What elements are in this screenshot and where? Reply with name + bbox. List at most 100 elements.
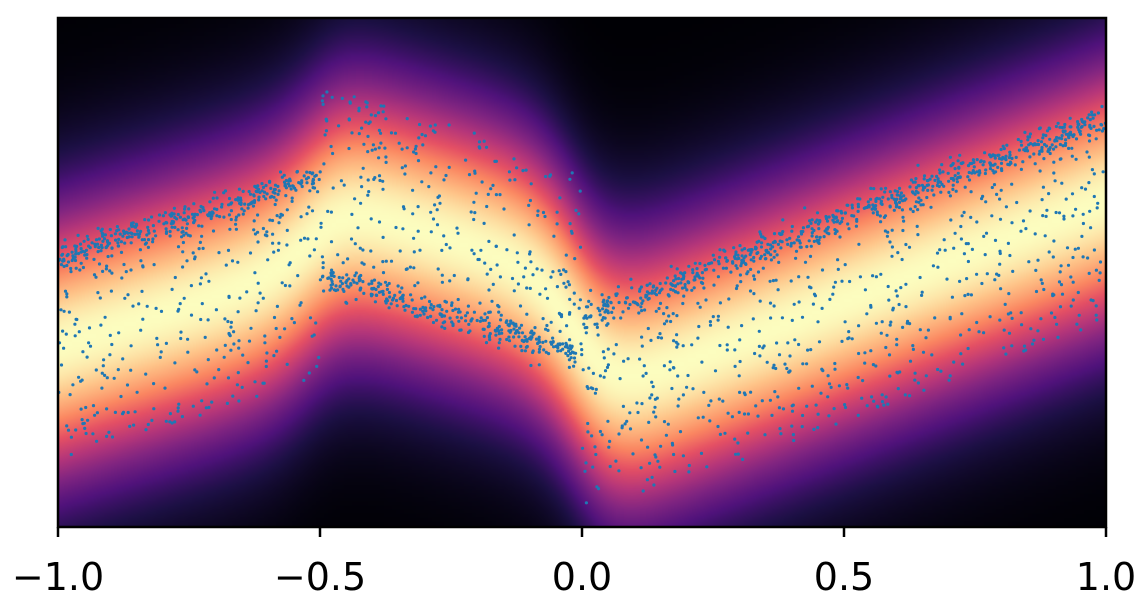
scatter-point [536, 341, 540, 346]
scatter-point [778, 239, 782, 243]
scatter-point [145, 233, 149, 237]
scatter-point [307, 205, 311, 209]
scatter-point [826, 225, 830, 229]
scatter-point [440, 280, 444, 284]
scatter-point [606, 419, 610, 423]
scatter-point [113, 410, 117, 414]
scatter-point [1064, 197, 1068, 201]
scatter-point [991, 169, 995, 173]
scatter-point [358, 287, 362, 291]
scatter-point [381, 179, 385, 183]
scatter-point [676, 291, 680, 295]
scatter-point [557, 269, 561, 273]
scatter-point [897, 302, 901, 307]
scatter-point [998, 262, 1002, 266]
scatter-point [984, 168, 988, 172]
scatter-point [809, 348, 813, 352]
scatter-point [311, 177, 315, 181]
scatter-point [170, 219, 174, 223]
scatter-point [451, 322, 455, 326]
scatter-point [177, 402, 181, 406]
scatter-point [879, 199, 884, 203]
scatter-point [898, 194, 902, 198]
scatter-point [535, 267, 539, 271]
scatter-point [361, 280, 365, 284]
scatter-point [1053, 315, 1057, 320]
scatter-point [1032, 152, 1036, 156]
scatter-point [601, 350, 606, 354]
scatter-point [374, 293, 378, 297]
scatter-point [154, 234, 158, 238]
scatter-point [1076, 120, 1080, 124]
scatter-point [185, 226, 189, 230]
scatter-point [1033, 232, 1037, 236]
scatter-point [409, 293, 413, 297]
scatter-point [837, 384, 842, 388]
scatter-point [340, 282, 344, 286]
scatter-point [331, 271, 335, 275]
scatter-point [952, 246, 956, 250]
scatter-point [1002, 346, 1006, 350]
scatter-point [823, 229, 827, 233]
scatter-point [596, 333, 600, 337]
scatter-point [687, 280, 691, 284]
scatter-point [261, 296, 265, 300]
scatter-point [966, 346, 970, 351]
scatter-point [232, 330, 236, 334]
scatter-point [1096, 201, 1100, 205]
scatter-point [622, 359, 626, 363]
scatter-point [210, 400, 214, 404]
scatter-point [797, 386, 801, 390]
scatter-point [1050, 143, 1054, 147]
scatter-point [690, 288, 694, 292]
scatter-point [288, 261, 292, 265]
scatter-point [880, 320, 884, 324]
scatter-point [573, 360, 577, 364]
scatter-point [564, 351, 568, 355]
scatter-point [740, 254, 744, 258]
scatter-point [450, 301, 454, 305]
scatter-point [466, 304, 470, 308]
scatter-point [807, 239, 811, 243]
scatter-point [826, 395, 830, 399]
scatter-point [484, 341, 489, 345]
scatter-point [1083, 123, 1087, 127]
scatter-point [865, 404, 869, 408]
scatter-point [186, 337, 190, 341]
scatter-point [908, 185, 912, 189]
scatter-point [464, 314, 468, 318]
scatter-point [359, 175, 363, 179]
scatter-point [638, 289, 642, 293]
scatter-point [1052, 239, 1056, 243]
scatter-point [1033, 162, 1037, 166]
scatter-point [99, 243, 103, 247]
scatter-point [370, 281, 374, 285]
scatter-point [271, 190, 275, 194]
scatter-point [518, 304, 523, 308]
scatter-point [164, 230, 169, 234]
scatter-point [246, 203, 251, 207]
scatter-point [889, 320, 893, 324]
scatter-point [959, 237, 964, 241]
scatter-point [381, 110, 385, 114]
scatter-point [676, 282, 680, 286]
scatter-point [796, 235, 801, 239]
scatter-point [440, 248, 444, 252]
scatter-point [385, 287, 389, 291]
scatter-point [966, 292, 970, 296]
scatter-point [1030, 342, 1035, 346]
scatter-point [975, 272, 979, 276]
scatter-point [197, 247, 201, 251]
scatter-point [675, 267, 679, 271]
scatter-point [752, 259, 756, 263]
scatter-point [916, 191, 920, 195]
scatter-point [528, 286, 532, 290]
scatter-point [1054, 145, 1058, 149]
scatter-point [347, 117, 351, 121]
scatter-point [264, 364, 268, 369]
scatter-point [115, 225, 119, 229]
scatter-point [402, 207, 406, 211]
scatter-point [276, 248, 280, 252]
scatter-point [671, 312, 675, 316]
scatter-point [470, 248, 474, 252]
